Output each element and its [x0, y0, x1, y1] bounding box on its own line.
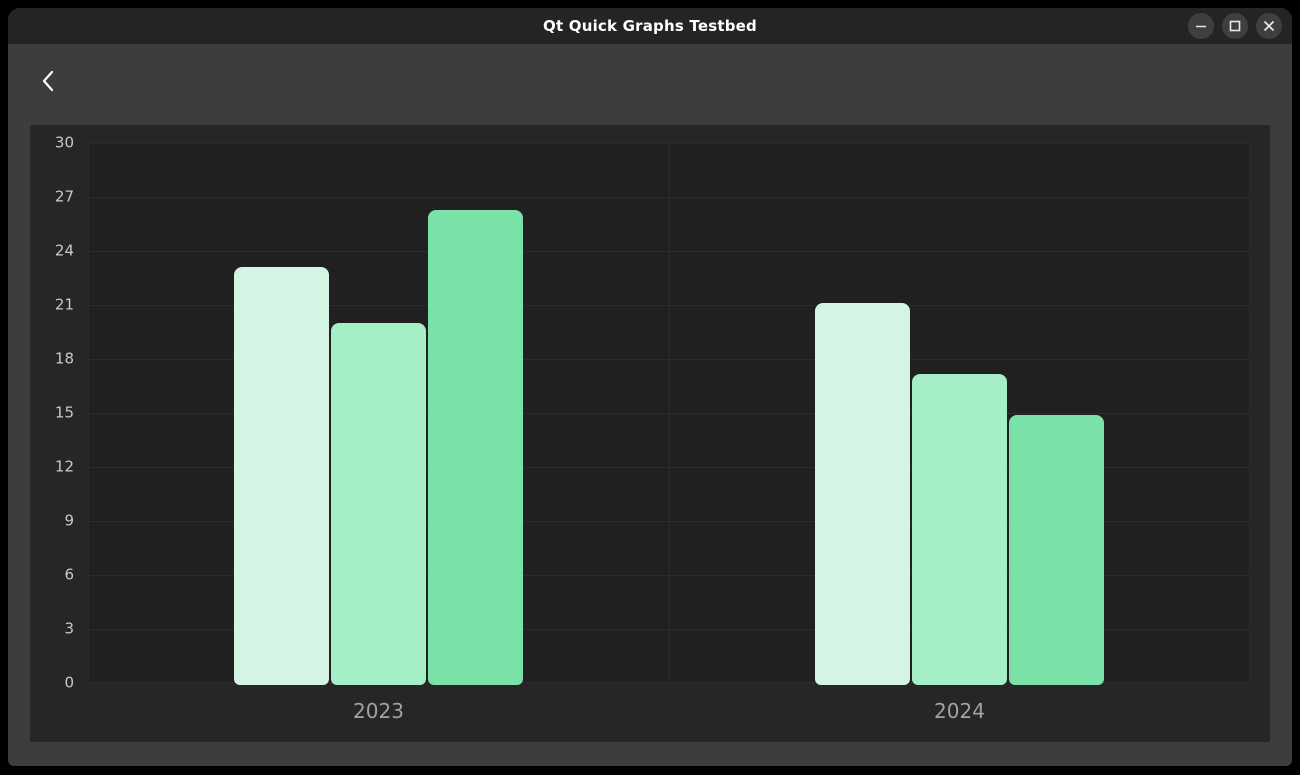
- bar-2024-series-2: [912, 373, 1007, 685]
- y-axis-labels: 0 3 6 9 12 15 18 21 24 27 30: [30, 135, 74, 690]
- bar-2024-series-3: [1008, 415, 1104, 685]
- window-title: Qt Quick Graphs Testbed: [543, 17, 757, 35]
- y-tick-label: 6: [64, 565, 74, 584]
- y-tick-label: 3: [64, 619, 74, 638]
- y-tick-label: 15: [54, 403, 74, 422]
- y-tick-label: 12: [54, 457, 74, 476]
- x-axis-labels: 2023 2024: [88, 695, 1250, 727]
- bar-2024-series-1: [815, 303, 911, 685]
- maximize-icon: [1229, 20, 1241, 32]
- app-window: Qt Quick Graphs Testbed: [8, 8, 1292, 766]
- bar-2023-series-1: [234, 267, 330, 685]
- close-button[interactable]: [1256, 13, 1282, 39]
- y-tick-label: 9: [64, 511, 74, 530]
- maximize-button[interactable]: [1222, 13, 1248, 39]
- back-button[interactable]: [32, 62, 64, 100]
- y-tick-label: 24: [54, 241, 74, 260]
- minimize-button[interactable]: [1188, 13, 1214, 39]
- gridline: [669, 143, 670, 683]
- y-tick-label: 0: [64, 673, 74, 692]
- y-tick-label: 18: [54, 349, 74, 368]
- y-tick-label: 27: [54, 187, 74, 206]
- x-category-label: 2023: [353, 699, 404, 723]
- bar-2023-series-2: [331, 323, 426, 685]
- close-icon: [1263, 20, 1275, 32]
- chevron-left-icon: [42, 70, 54, 92]
- bar-chart: 0 3 6 9 12 15 18 21 24 27 30 2023 2024: [30, 125, 1270, 742]
- y-tick-label: 30: [54, 133, 74, 152]
- gridline: [1249, 143, 1250, 683]
- minimize-icon: [1196, 25, 1206, 28]
- y-tick-label: 21: [54, 295, 74, 314]
- titlebar[interactable]: Qt Quick Graphs Testbed: [8, 8, 1292, 44]
- plot-area: [88, 143, 1250, 685]
- bar-2023-series-3: [427, 209, 523, 685]
- gridline: [88, 143, 89, 683]
- window-controls: [1188, 13, 1282, 39]
- x-category-label: 2024: [934, 699, 985, 723]
